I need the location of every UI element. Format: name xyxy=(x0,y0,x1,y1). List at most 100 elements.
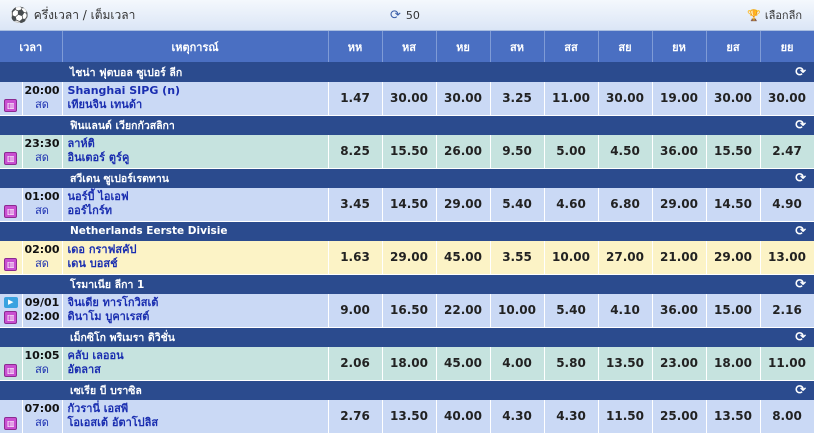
statistics-icon[interactable]: ▥ xyxy=(4,310,18,324)
statistics-icon[interactable]: ▥ xyxy=(4,363,18,377)
time-line-1: 07:00 xyxy=(24,402,60,416)
statistics-icon[interactable]: ▥ xyxy=(4,151,18,165)
odds-cell[interactable]: 8.25 xyxy=(328,135,383,169)
league-row: เม็กซิโก พริเมรา ดิวิชั่น ⟳ xyxy=(0,327,814,347)
odds-cell[interactable]: 4.50 xyxy=(598,135,653,169)
odds-cell[interactable]: 18.00 xyxy=(382,347,437,381)
odds-cell[interactable]: 13.50 xyxy=(598,347,653,381)
statistics-icon[interactable]: ▥ xyxy=(4,204,18,218)
refresh-league-icon[interactable]: ⟳ xyxy=(795,276,807,292)
odds-cell[interactable]: 5.00 xyxy=(544,135,599,169)
odds-cell[interactable]: 21.00 xyxy=(652,241,707,275)
odds-cell[interactable]: 3.55 xyxy=(490,241,545,275)
odds-cell[interactable]: 30.00 xyxy=(760,82,814,116)
odds-cell[interactable]: 4.90 xyxy=(760,188,814,222)
odds-cell[interactable]: 29.00 xyxy=(436,188,491,222)
odds-cell[interactable]: 15.50 xyxy=(706,135,761,169)
refresh-league-icon[interactable]: ⟳ xyxy=(795,382,807,398)
match-teams: กัวรานี่ เอสพี โอเอสเต้ อัตาโปลิส xyxy=(62,400,329,434)
match-row: ▥ 07:00 สด กัวรานี่ เอสพี โอเอสเต้ อัตาโปล… xyxy=(0,400,814,434)
odds-cell[interactable]: 2.06 xyxy=(328,347,383,381)
away-team: โอเอสเต้ อัตาโปลิส xyxy=(67,416,159,430)
odds-cell[interactable]: 26.00 xyxy=(436,135,491,169)
odds-cell[interactable]: 14.50 xyxy=(382,188,437,222)
home-team: คลับ เลออน xyxy=(67,349,124,363)
column-header: หห xyxy=(328,31,383,62)
odds-cell[interactable]: 23.00 xyxy=(652,347,707,381)
home-team: Shanghai SIPG (n) xyxy=(67,84,181,98)
league-name: เม็กซิโก พริเมรา ดิวิชั่น xyxy=(0,327,329,347)
league-name: ไชน่า ฟุตบอล ซูเปอร์ ลีก xyxy=(0,62,329,82)
odds-cell[interactable]: 30.00 xyxy=(436,82,491,116)
refresh-league-icon[interactable]: ⟳ xyxy=(795,223,807,239)
odds-cell[interactable]: 5.40 xyxy=(544,294,599,328)
odds-cell[interactable]: 27.00 xyxy=(598,241,653,275)
odds-cell[interactable]: 13.50 xyxy=(382,400,437,434)
odds-cell[interactable]: 13.00 xyxy=(760,241,814,275)
odds-cell[interactable]: 9.00 xyxy=(328,294,383,328)
odds-cell[interactable]: 15.50 xyxy=(382,135,437,169)
refresh-league-icon[interactable]: ⟳ xyxy=(795,64,807,80)
odds-cell[interactable]: 30.00 xyxy=(382,82,437,116)
odds-cell[interactable]: 8.00 xyxy=(760,400,814,434)
odds-cell[interactable]: 5.80 xyxy=(544,347,599,381)
odds-cell[interactable]: 4.30 xyxy=(544,400,599,434)
odds-cell[interactable]: 18.00 xyxy=(706,347,761,381)
odds-cell[interactable]: 6.80 xyxy=(598,188,653,222)
odds-cell[interactable]: 9.50 xyxy=(490,135,545,169)
odds-cell[interactable]: 30.00 xyxy=(706,82,761,116)
column-header: หย xyxy=(436,31,491,62)
odds-cell[interactable]: 45.00 xyxy=(436,347,491,381)
statistics-icon[interactable]: ▥ xyxy=(4,257,18,271)
odds-cell[interactable]: 15.00 xyxy=(706,294,761,328)
odds-cell[interactable]: 5.40 xyxy=(490,188,545,222)
odds-cell[interactable]: 19.00 xyxy=(652,82,707,116)
column-header: สย xyxy=(598,31,653,62)
select-league-button[interactable]: 🏆 เลือกลีก xyxy=(747,6,802,24)
odds-cell[interactable]: 1.63 xyxy=(328,241,383,275)
odds-cell[interactable]: 10.00 xyxy=(490,294,545,328)
refresh-button[interactable]: ⟳ 50 xyxy=(390,8,420,23)
tv-icon[interactable]: ▶ xyxy=(3,296,18,308)
home-team: เดอ กราฟสคัป xyxy=(67,243,137,257)
time-line-2: สด xyxy=(35,416,49,430)
odds-cell[interactable]: 11.00 xyxy=(760,347,814,381)
odds-cell[interactable]: 11.00 xyxy=(544,82,599,116)
league-name: Netherlands Eerste Divisie xyxy=(0,221,329,241)
odds-cell[interactable]: 4.10 xyxy=(598,294,653,328)
time-line-1: 10:05 xyxy=(24,349,60,363)
refresh-league-icon[interactable]: ⟳ xyxy=(795,117,807,133)
odds-cell[interactable]: 40.00 xyxy=(436,400,491,434)
odds-cell[interactable]: 14.50 xyxy=(706,188,761,222)
odds-cell[interactable]: 36.00 xyxy=(652,294,707,328)
refresh-league-icon[interactable]: ⟳ xyxy=(795,170,807,186)
odds-cell[interactable]: 3.25 xyxy=(490,82,545,116)
odds-cell[interactable]: 36.00 xyxy=(652,135,707,169)
odds-cell[interactable]: 4.30 xyxy=(490,400,545,434)
odds-cell[interactable]: 3.45 xyxy=(328,188,383,222)
column-header: ยส xyxy=(706,31,761,62)
odds-cell[interactable]: 13.50 xyxy=(706,400,761,434)
refresh-league-icon[interactable]: ⟳ xyxy=(795,329,807,345)
odds-cell[interactable]: 29.00 xyxy=(706,241,761,275)
statistics-icon[interactable]: ▥ xyxy=(4,98,18,112)
statistics-icon[interactable]: ▥ xyxy=(4,416,18,430)
odds-cell[interactable]: 4.60 xyxy=(544,188,599,222)
odds-cell[interactable]: 11.50 xyxy=(598,400,653,434)
odds-cell[interactable]: 1.47 xyxy=(328,82,383,116)
odds-cell[interactable]: 29.00 xyxy=(382,241,437,275)
odds-cell[interactable]: 45.00 xyxy=(436,241,491,275)
odds-cell[interactable]: 4.00 xyxy=(490,347,545,381)
odds-cell[interactable]: 10.00 xyxy=(544,241,599,275)
odds-cell[interactable]: 2.76 xyxy=(328,400,383,434)
odds-cell[interactable]: 25.00 xyxy=(652,400,707,434)
away-team: เดน บอสช์ xyxy=(67,257,118,271)
odds-cell[interactable]: 22.00 xyxy=(436,294,491,328)
odds-cell[interactable]: 29.00 xyxy=(652,188,707,222)
odds-cell[interactable]: 2.16 xyxy=(760,294,814,328)
odds-cell[interactable]: 16.50 xyxy=(382,294,437,328)
odds-cell[interactable]: 30.00 xyxy=(598,82,653,116)
odds-cell[interactable]: 2.47 xyxy=(760,135,814,169)
league-row: ไชน่า ฟุตบอล ซูเปอร์ ลีก ⟳ xyxy=(0,62,814,82)
time-line-2: สด xyxy=(35,98,49,112)
